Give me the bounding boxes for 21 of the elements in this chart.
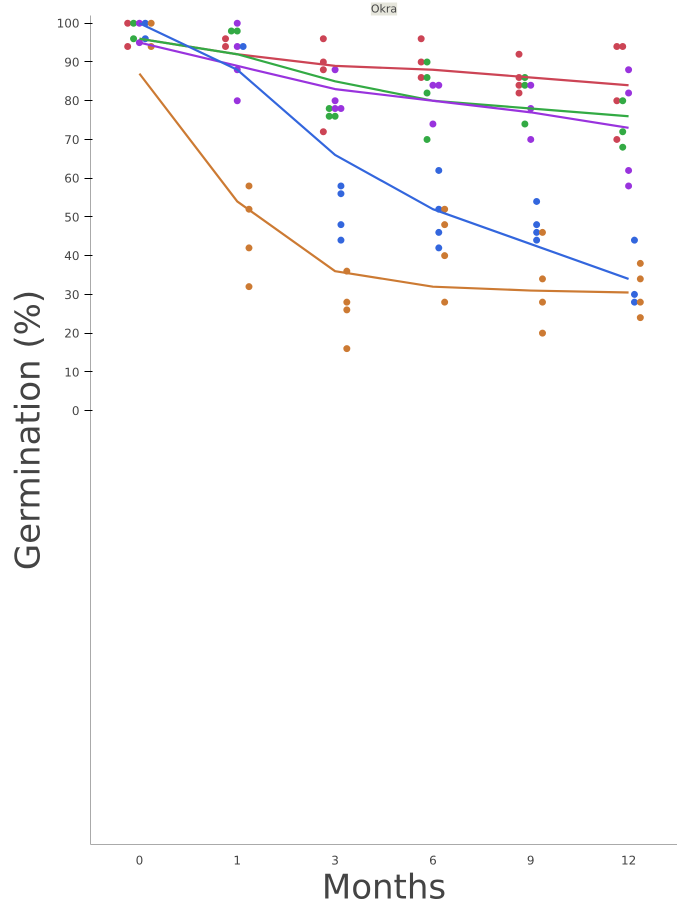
y-axis-title: Germination (%) (8, 290, 49, 570)
y-tick-label: 80 (64, 94, 80, 108)
y-tick-label: 50 (64, 210, 80, 224)
y-tick-label: 70 (64, 132, 80, 147)
x-axis-title: Months (322, 868, 446, 908)
line-series (138, 72, 630, 294)
chart-title: Okra (370, 2, 398, 16)
y-tick-label: 30 (64, 288, 80, 302)
y-tick-label: 60 (64, 172, 80, 186)
y-tick-label: 40 (64, 249, 80, 264)
x-tick-label: 9 (526, 854, 535, 868)
x-tick-label: 6 (429, 854, 437, 868)
y-tick-label: 10 (64, 365, 80, 380)
x-tick-label: 12 (620, 854, 636, 868)
x-tick-label: 3 (331, 854, 339, 868)
x-tick-label: 1 (233, 854, 242, 868)
y-tick-label: 20 (64, 326, 80, 341)
y-tick-label: 90 (64, 55, 80, 70)
y-tick-label: 100 (56, 16, 80, 31)
y-tick-label: 0 (72, 404, 80, 418)
x-tick-label: 0 (136, 854, 144, 868)
